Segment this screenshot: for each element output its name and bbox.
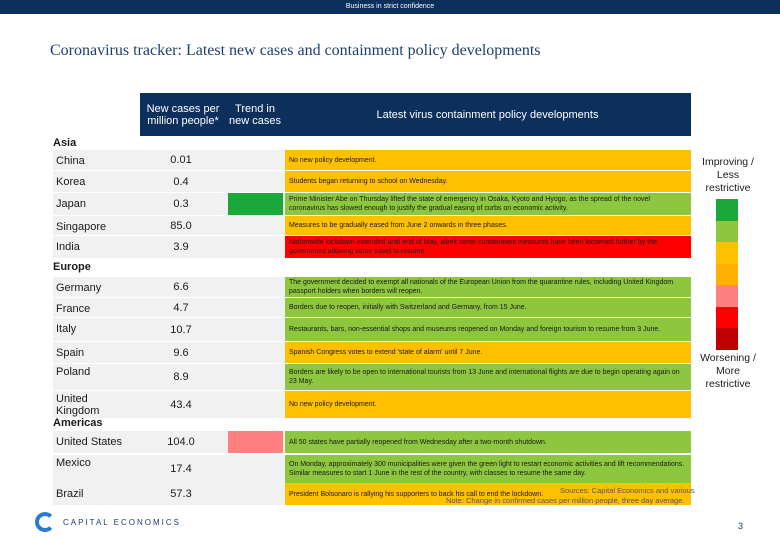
country-name: Italy	[56, 323, 77, 335]
scale-swatch	[716, 328, 738, 350]
scale-bottom-label: Worsening / More restrictive	[700, 352, 756, 390]
policy-cell: Spanish Congress votes to extend 'state …	[285, 342, 691, 363]
cases-value: 0.4	[173, 175, 189, 188]
trend-indicator	[228, 431, 283, 453]
region-americas: Americas	[53, 417, 103, 429]
policy-cell: All 50 states have partially reopened fr…	[285, 431, 691, 453]
policy-cell: No new policy development.	[285, 150, 691, 170]
cases-value: 4.7	[173, 301, 189, 314]
policy-cell: No new policy development.	[285, 391, 691, 418]
country-name: Mexico	[56, 457, 91, 469]
policy-cell: Students began returning to school on We…	[285, 171, 691, 192]
cases-value: 3.9	[173, 241, 189, 253]
scale-swatch	[716, 199, 738, 221]
country-name: China	[56, 155, 85, 167]
country-name: Spain	[56, 347, 85, 359]
page-number: 3	[738, 521, 744, 531]
confidentiality-banner: Business in strict confidence	[0, 0, 780, 14]
cases-value: 104.0	[167, 436, 195, 448]
policy-cell: Restaurants, bars, non-essential shops a…	[285, 318, 691, 341]
cases-value: 0.3	[173, 198, 189, 210]
country-name: Korea	[56, 176, 86, 188]
country-name: India	[56, 241, 80, 253]
policy-cell: Borders are likely to be open to interna…	[285, 364, 691, 390]
country-name: France	[56, 303, 91, 315]
policy-cell: Nationwide lockdown extended until end o…	[285, 236, 691, 258]
cases-value: 57.3	[170, 488, 192, 500]
cases-value: 8.9	[173, 371, 189, 383]
country-name: Poland	[56, 366, 91, 378]
scale-swatch	[716, 263, 738, 285]
country-name: Germany	[56, 282, 102, 294]
page-title: Coronavirus tracker: Latest new cases an…	[50, 42, 541, 59]
policy-cell: The government decided to exempt all nat…	[285, 277, 691, 297]
region-asia: Asia	[53, 137, 77, 149]
scale-swatch	[716, 306, 738, 328]
header-policy: Latest virus containment policy developm…	[284, 93, 691, 136]
cases-value: 6.6	[173, 281, 189, 293]
logo-text: CAPITAL ECONOMICS	[63, 517, 182, 527]
policy-cell: On Monday, approximately 300 municipalit…	[285, 455, 691, 483]
policy-cell: Measures to be gradually eased from June…	[285, 216, 691, 235]
sources-note: Sources: Capital Economics and various	[560, 486, 695, 495]
region-europe: Europe	[53, 261, 91, 273]
policy-cell: Prime Minister Abe on Thursday lifted th…	[285, 193, 691, 215]
header-cases: New cases per million people*	[140, 93, 226, 136]
cases-value: 85.0	[170, 219, 192, 232]
country-name: Singapore	[56, 221, 107, 233]
cases-value: 17.4	[170, 463, 192, 475]
cases-value: 10.7	[170, 323, 192, 336]
header-trend: Trend in new cases	[226, 93, 284, 136]
policy-cell: Borders due to reopen, initially with Sw…	[285, 298, 691, 317]
scale-swatch	[716, 285, 738, 307]
cases-value: 0.01	[170, 154, 192, 166]
company-logo: CAPITAL ECONOMICS	[35, 512, 181, 532]
trend-indicator	[228, 193, 283, 215]
cases-value: 9.6	[173, 346, 189, 359]
country-name: United Kingdom	[56, 393, 100, 417]
country-name: Brazil	[56, 488, 84, 500]
scale-swatch	[716, 220, 738, 242]
footnote-note: Note: Change in confirmed cases per mill…	[446, 496, 685, 505]
policy-cell: President Bolsonaro is rallying his supp…	[285, 483, 691, 505]
cases-value: 43.4	[170, 398, 192, 411]
scale-top-label: Improving / Less restrictive	[702, 156, 754, 194]
country-name: United States	[56, 436, 123, 448]
logo-icon	[35, 512, 55, 532]
country-name: Japan	[56, 198, 86, 210]
scale-swatch	[716, 242, 738, 264]
